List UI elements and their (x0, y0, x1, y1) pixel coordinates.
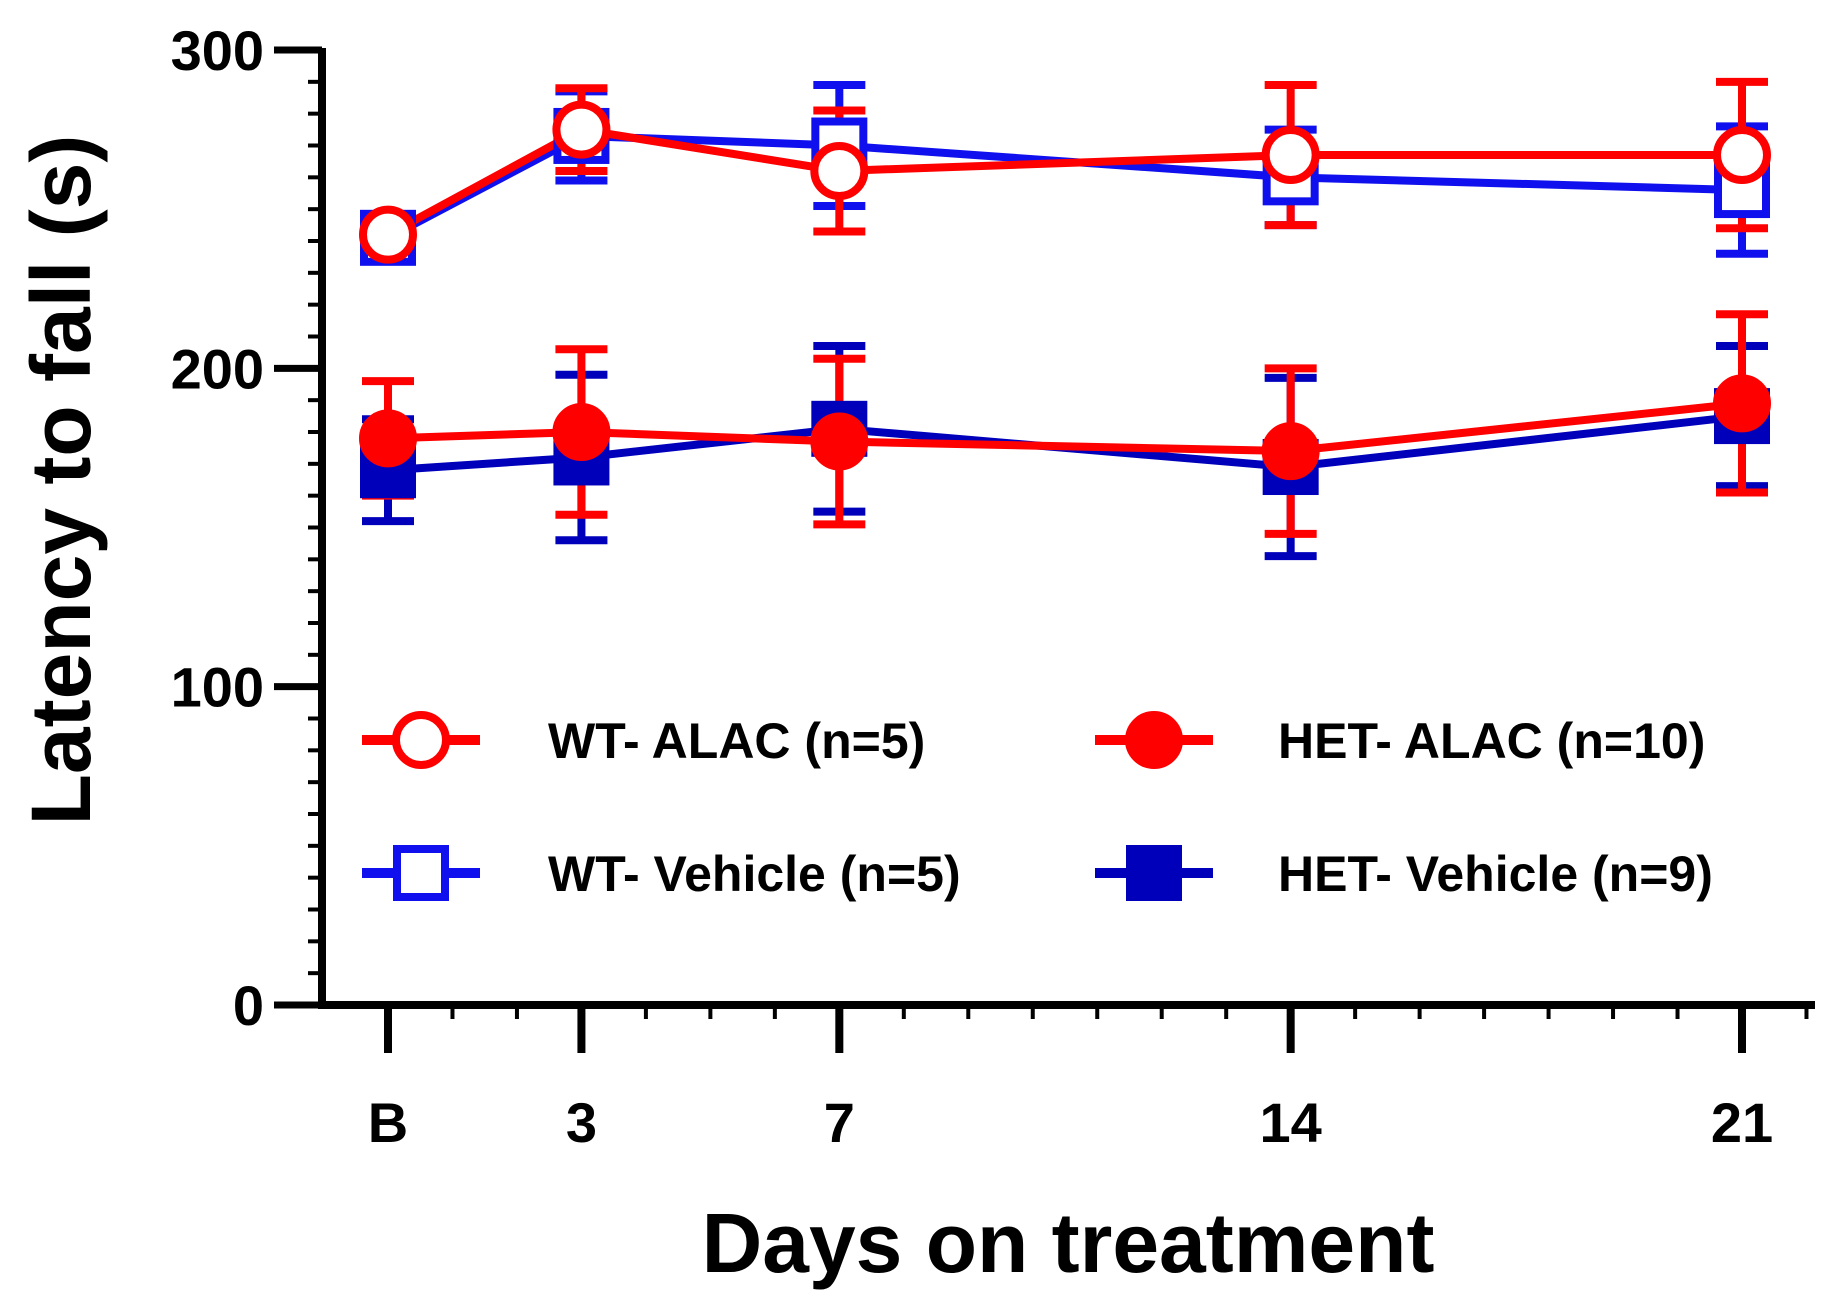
legend-swatch-marker (392, 711, 450, 769)
legend-label: HET- ALAC (n=10) (1278, 713, 1705, 769)
data-point (359, 205, 417, 264)
x-tick-label: B (368, 1091, 408, 1154)
legend-item-het-vehicle-n-9: HET- Vehicle (n=9) (1095, 845, 1713, 902)
axes: 0 100 200 300 B 3 7 14 21 (171, 19, 1815, 1154)
y-axis-title: Latency to fall (s) (14, 135, 108, 826)
data-point (1261, 126, 1320, 185)
plot-area (359, 77, 1771, 561)
x-tick-label: 7 (824, 1091, 855, 1154)
legend-swatch-marker (1125, 711, 1183, 769)
legend-label: WT- ALAC (n=5) (548, 713, 925, 769)
legend-item-het-alac-n-10: HET- ALAC (n=10) (1095, 711, 1705, 769)
data-point (552, 403, 611, 461)
markers-wt-alac-n-5 (359, 100, 1771, 264)
legend-label: WT- Vehicle (n=5) (548, 846, 961, 902)
data-point (1713, 374, 1771, 433)
data-point (359, 409, 417, 468)
y-tick-label: 300 (171, 19, 264, 82)
y-tick-label: 0 (233, 974, 264, 1037)
data-point (810, 412, 869, 471)
legend-item-wt-alac-n-5: WT- ALAC (n=5) (362, 711, 925, 769)
legend-swatch-marker (393, 845, 449, 901)
legend-label: HET- Vehicle (n=9) (1278, 846, 1713, 902)
x-tick-label: 3 (566, 1091, 597, 1154)
y-tick-label: 100 (171, 656, 264, 719)
data-point (810, 141, 869, 200)
data-point (552, 100, 611, 159)
legend-swatch-marker (1126, 845, 1182, 901)
markers-het-alac-n-10 (359, 374, 1771, 481)
x-tick-label: 21 (1711, 1091, 1773, 1154)
legend: WT- ALAC (n=5) WT- Vehicle (n=5) HET- ALAC… (362, 711, 1713, 902)
x-tick-label: 14 (1260, 1091, 1322, 1154)
data-point (1261, 422, 1320, 481)
y-tick-label: 200 (171, 337, 264, 400)
legend-item-wt-vehicle-n-5: WT- Vehicle (n=5) (362, 845, 961, 902)
data-point (1713, 126, 1771, 185)
x-axis-title: Days on treatment (702, 1196, 1435, 1290)
